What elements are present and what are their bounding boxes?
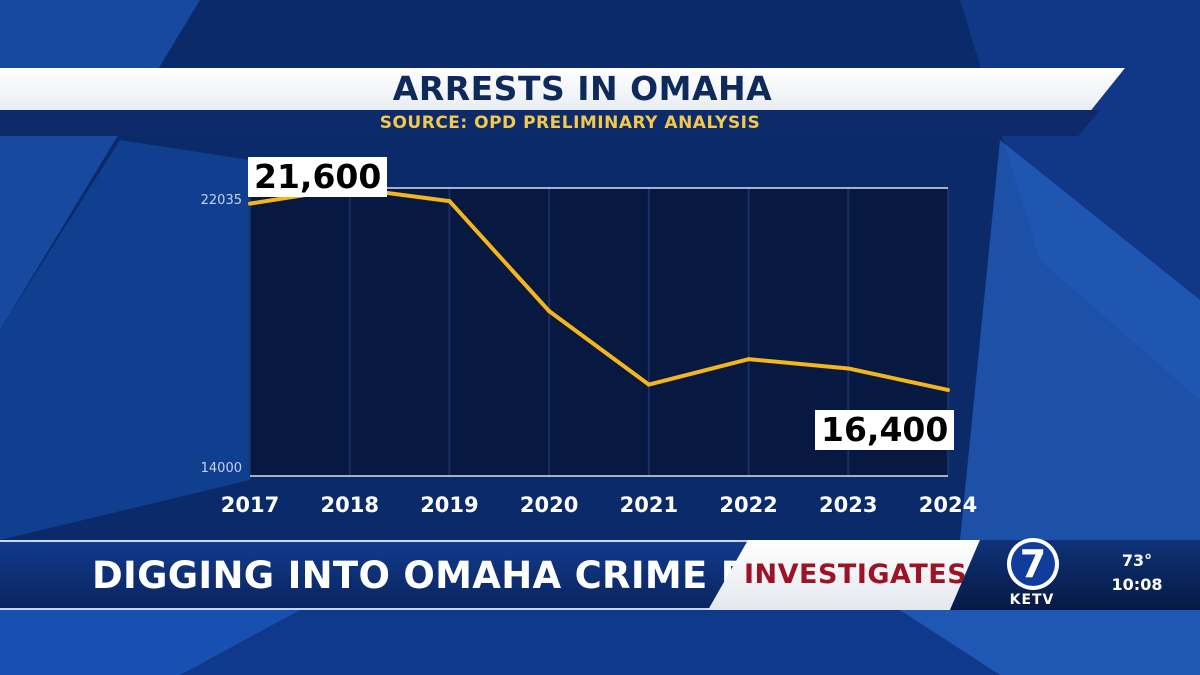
segment-badge: INVESTIGATES <box>708 540 980 610</box>
headline-text: DIGGING INTO OMAHA CRIME DATA <box>92 554 830 597</box>
data-point <box>746 357 751 362</box>
data-point <box>248 201 252 206</box>
x-tick-label: 2020 <box>520 493 578 517</box>
data-point <box>846 366 851 371</box>
data-point <box>547 309 552 314</box>
station-name: KETV <box>1009 592 1055 608</box>
x-tick-label: 2018 <box>320 493 378 517</box>
temperature: 73° <box>1121 551 1153 570</box>
data-point <box>447 199 452 204</box>
headline-bar: DIGGING INTO OMAHA CRIME DATA <box>0 540 829 610</box>
data-point <box>946 387 950 392</box>
clock: 10:08 <box>1111 575 1163 594</box>
channel-number: 7 <box>1020 542 1046 586</box>
segment-label: INVESTIGATES <box>744 559 968 590</box>
data-label-end: 16,400 <box>815 410 955 450</box>
y-tick-label: 14000 <box>201 461 242 476</box>
x-tick-label: 2023 <box>819 493 877 517</box>
data-label-start: 21,600 <box>248 157 388 197</box>
chart-title: ARRESTS IN OMAHA <box>392 69 773 108</box>
chart-title-banner: ARRESTS IN OMAHA <box>0 68 1125 110</box>
lower-third: DIGGING INTO OMAHA CRIME DATA INVESTIGAT… <box>0 540 1200 610</box>
x-tick-label: 2022 <box>719 493 777 517</box>
station-logo-icon: 7 <box>1007 538 1059 590</box>
station-logo-panel <box>950 540 1200 610</box>
x-tick-label: 2017 <box>221 493 279 517</box>
x-tick-label: 2019 <box>420 493 478 517</box>
chart-subtitle-bar: SOURCE: OPD PRELIMINARY ANALYSIS <box>0 110 1100 136</box>
chart-subtitle: SOURCE: OPD PRELIMINARY ANALYSIS <box>379 113 761 133</box>
y-tick-label: 22035 <box>201 193 242 208</box>
data-point <box>646 382 651 387</box>
x-tick-label: 2021 <box>620 493 678 517</box>
x-tick-label: 2024 <box>919 493 977 517</box>
